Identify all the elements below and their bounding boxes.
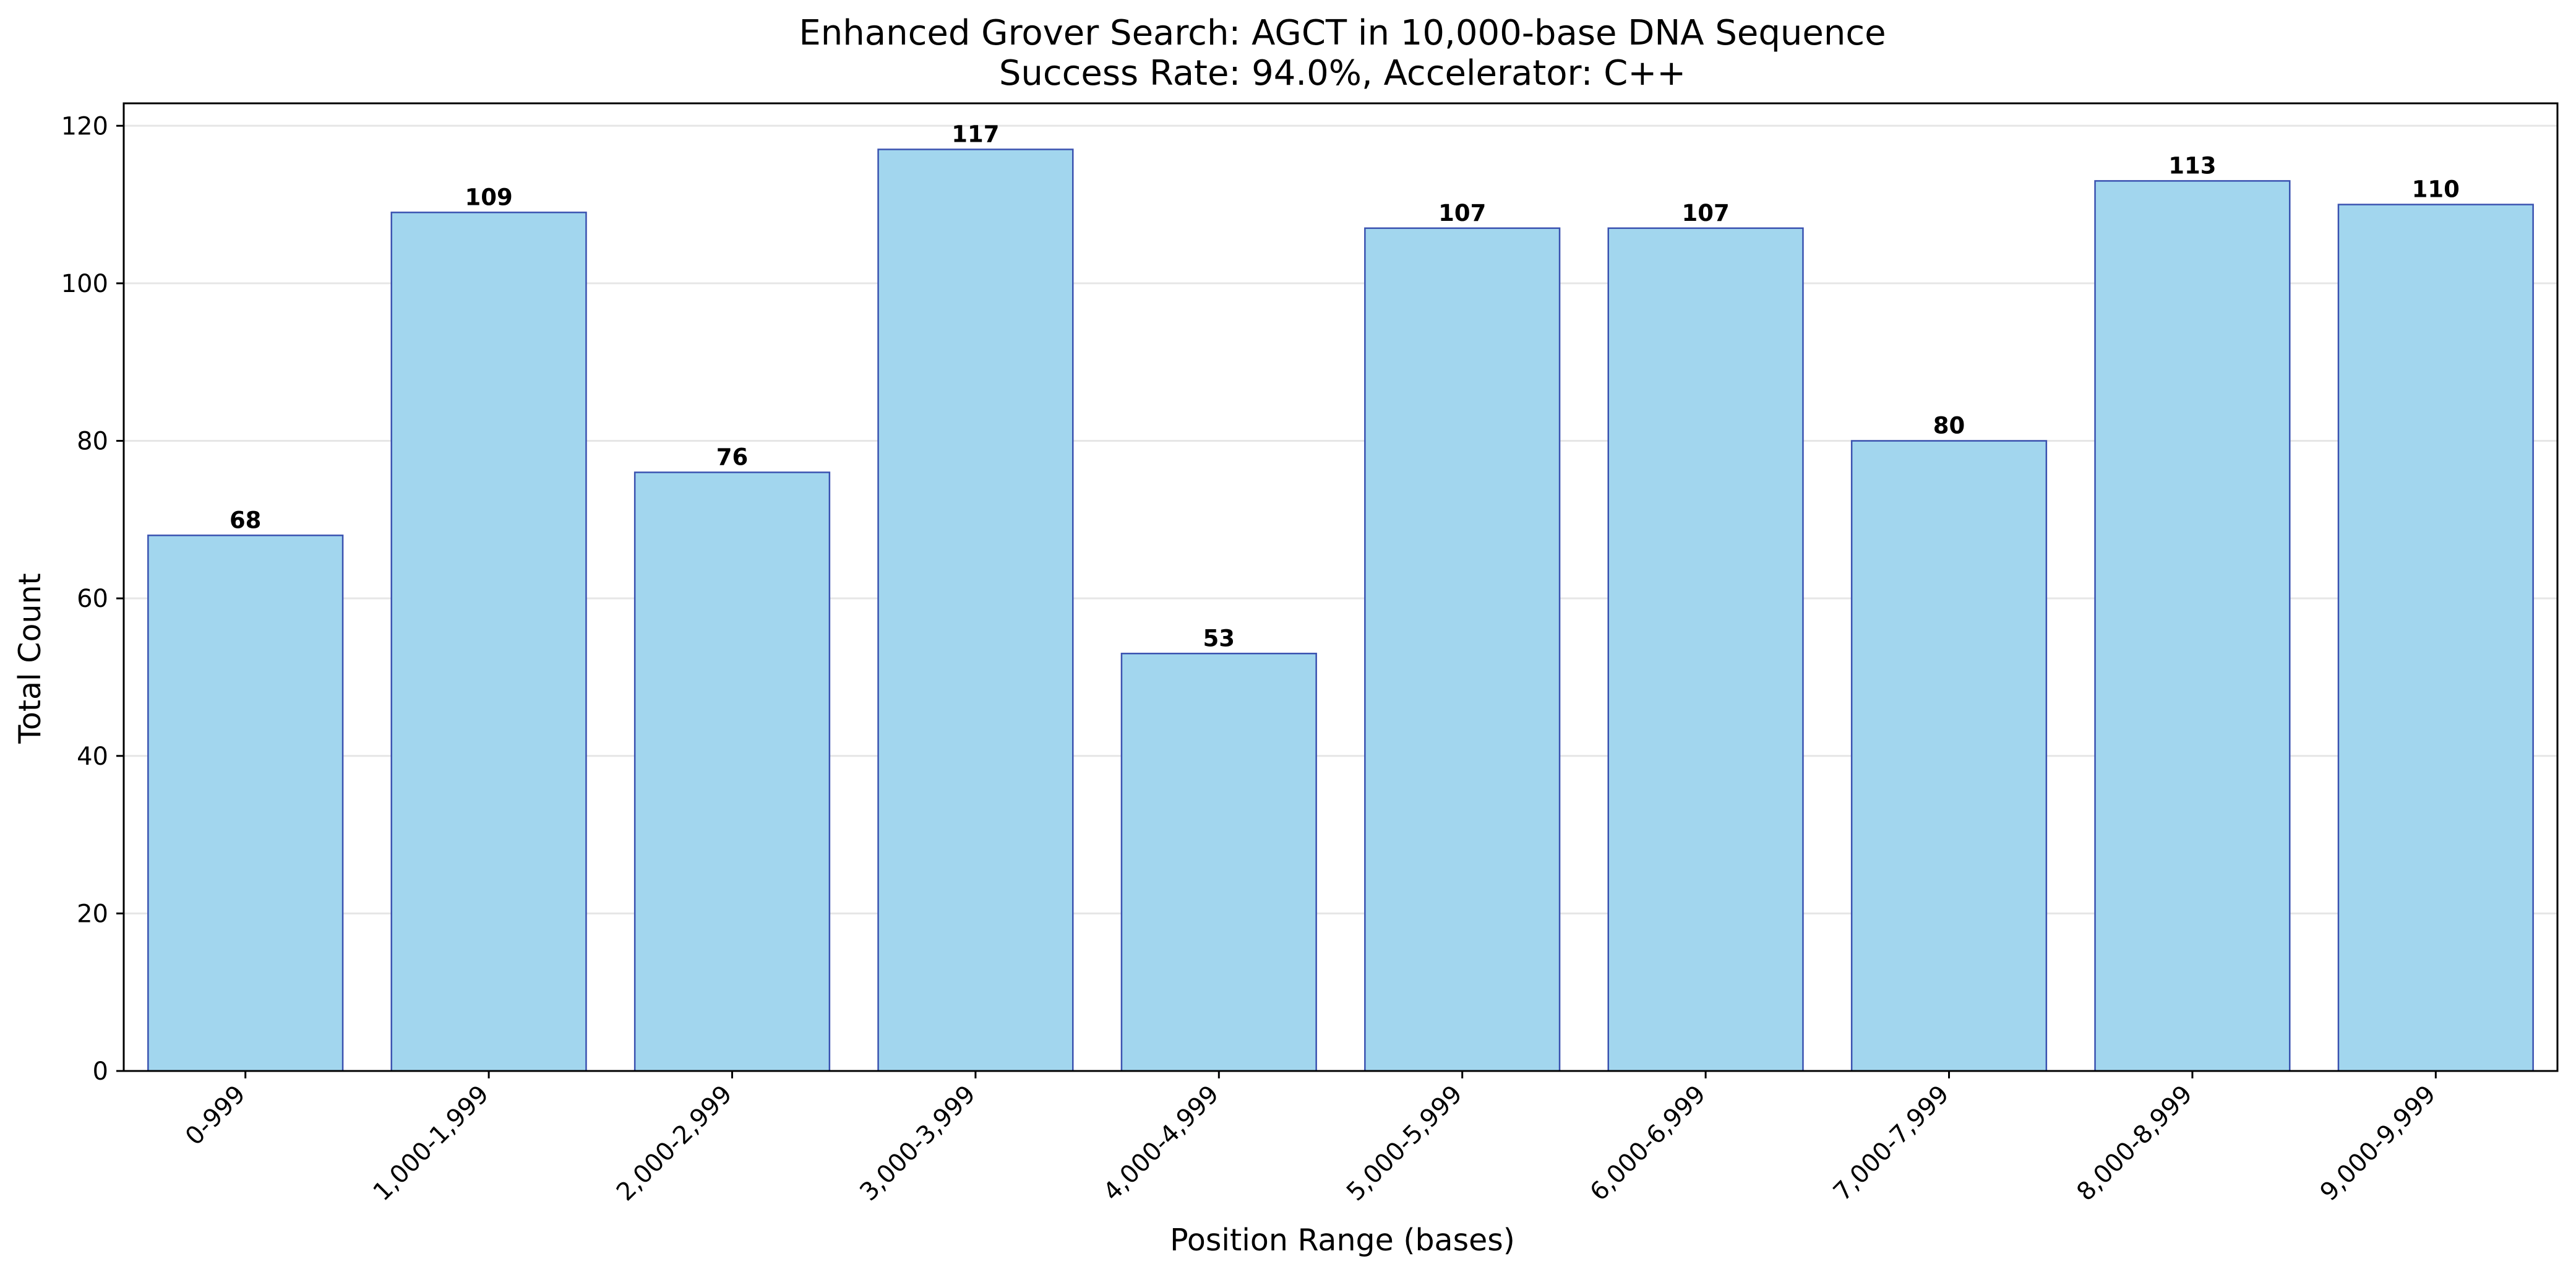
bar: [1607, 227, 1804, 1072]
y-tick-label: 120: [61, 112, 108, 140]
bar-value-label: 113: [2168, 152, 2216, 179]
bar-value-labels: 68 109 76 117 53 107 107 80 113 110: [230, 121, 2460, 651]
bar-value-label: 110: [2412, 176, 2460, 203]
y-tick-label: 40: [77, 742, 108, 771]
chart-title: Enhanced Grover Search: AGCT in 10,000-b…: [799, 13, 1886, 53]
bar: [2337, 204, 2534, 1072]
plot-frame: [122, 102, 2559, 1072]
bar-value-label: 80: [1933, 413, 1965, 439]
bar-value-label: 117: [951, 121, 999, 147]
bar: [1364, 227, 1561, 1072]
x-axis-label: Position Range (bases): [1170, 1223, 1515, 1258]
bar: [1850, 440, 2048, 1072]
y-axis-label: Total Count: [12, 573, 48, 744]
bar-value-label: 76: [716, 444, 749, 470]
bar: [1120, 653, 1317, 1072]
bar-value-label: 109: [465, 184, 512, 210]
y-tick-label: 0: [93, 1057, 108, 1086]
y-axis-ticks: 0 20 40 60 80 100 120: [61, 112, 124, 1086]
y-tick-label: 80: [77, 428, 108, 456]
bar: [390, 212, 587, 1072]
y-tick-label: 100: [61, 270, 108, 298]
chart-subtitle: Success Rate: 94.0%, Accelerator: C++: [999, 53, 1686, 93]
bar-value-label: 53: [1203, 625, 1235, 651]
y-tick-label: 60: [77, 585, 108, 613]
bar: [877, 148, 1074, 1072]
bar: [2094, 180, 2291, 1072]
bars: [147, 148, 2534, 1072]
bar: [633, 471, 831, 1072]
bar-value-label: 68: [230, 507, 262, 533]
bar: [147, 535, 344, 1072]
y-tick-label: 20: [77, 900, 108, 928]
bar-value-label: 107: [1438, 200, 1486, 226]
bar-value-label: 107: [1681, 200, 1729, 226]
